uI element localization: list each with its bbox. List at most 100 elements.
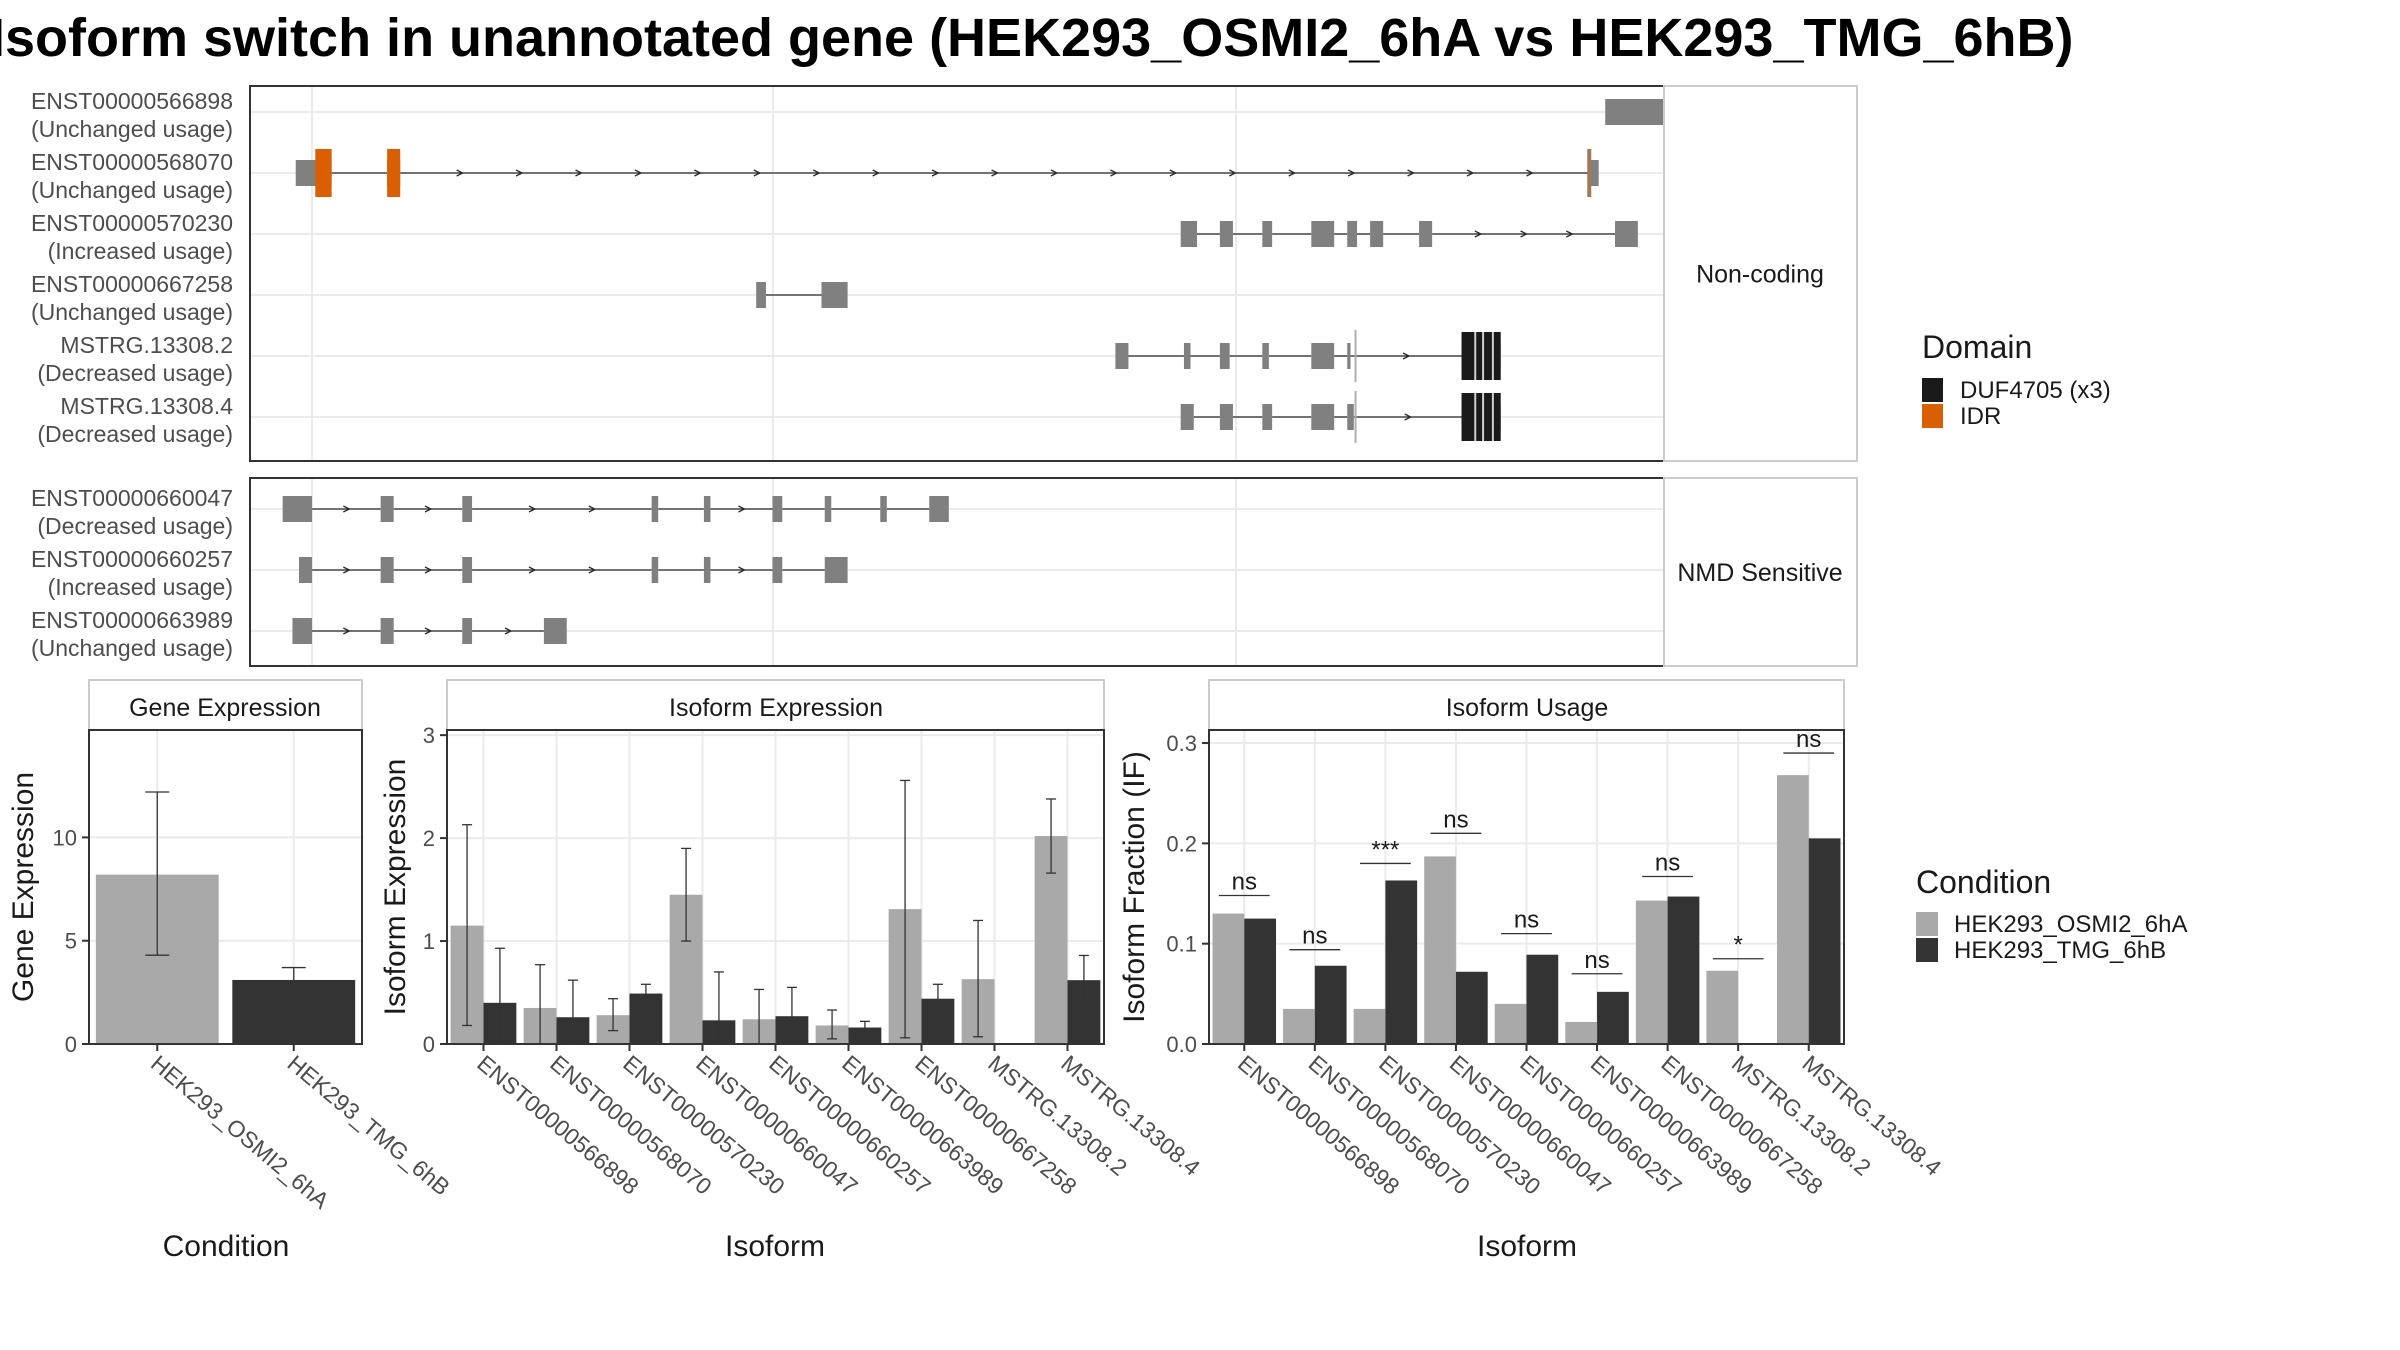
exon-block xyxy=(1180,404,1194,430)
transcript-panel-bg xyxy=(250,478,1664,666)
exon-block xyxy=(282,496,313,522)
transcript-usage-label: (Increased usage) xyxy=(48,238,233,264)
condition-legend-title: Condition xyxy=(1916,864,2051,900)
exon-block xyxy=(380,496,394,522)
exon-block xyxy=(824,496,832,522)
condition-legend-swatch xyxy=(1916,912,1938,936)
x-axis-title: Isoform xyxy=(1477,1230,1577,1263)
bar xyxy=(1776,775,1809,1044)
bar xyxy=(1353,1008,1386,1044)
exon-block xyxy=(1370,221,1384,247)
transcript-id-label: MSTRG.13308.4 xyxy=(60,393,233,419)
intron-direction-arrow xyxy=(1520,230,1529,238)
exon-block xyxy=(1183,343,1191,369)
domain-duf4705 xyxy=(1461,393,1501,441)
significance-label: ns xyxy=(1232,869,1257,896)
chart-strip xyxy=(1208,679,1845,731)
exon-block xyxy=(462,618,473,644)
chart-strip xyxy=(88,679,363,731)
intron-direction-arrow xyxy=(1402,352,1411,360)
transcript-id-label: ENST00000566898 xyxy=(31,88,233,114)
exon-block xyxy=(756,282,766,308)
y-axis-title: Isoform Fraction (IF) xyxy=(1118,751,1151,1023)
exon-block xyxy=(1311,343,1335,369)
intron-direction-arrow xyxy=(343,627,351,635)
exon-block xyxy=(1262,404,1273,430)
exon-block xyxy=(1219,221,1233,247)
exon-block xyxy=(772,496,783,522)
y-tick-label: 2 xyxy=(423,826,435,851)
exon-block xyxy=(1419,221,1433,247)
intron-direction-arrow xyxy=(1566,230,1574,238)
intron-direction-arrow xyxy=(343,566,351,574)
exon-block xyxy=(772,557,783,583)
intron-direction-arrow xyxy=(1169,169,1178,177)
bar xyxy=(1283,1008,1315,1044)
exon-block xyxy=(1180,221,1198,247)
exon-block xyxy=(821,282,848,308)
intron-direction-arrow xyxy=(424,566,433,574)
significance-label: *** xyxy=(1371,836,1399,863)
intron-direction-arrow xyxy=(504,627,513,635)
exon-block xyxy=(298,557,313,583)
domain-legend-title: Domain xyxy=(1922,329,2032,365)
chart-strip xyxy=(446,679,1105,731)
intron-direction-arrow xyxy=(738,566,746,574)
intron-direction-arrow xyxy=(456,169,465,177)
domain-legend-swatch xyxy=(1922,378,1943,402)
intron-direction-arrow xyxy=(812,169,821,177)
exon-block xyxy=(543,618,567,644)
significance-label: * xyxy=(1733,932,1742,959)
intron-direction-arrow xyxy=(1288,169,1297,177)
intron-direction-arrow xyxy=(1050,169,1059,177)
bar xyxy=(1424,856,1456,1044)
transcript-usage-label: (Decreased usage) xyxy=(37,513,233,539)
plot-layer: ENST00000566898(Unchanged usage)ENST0000… xyxy=(7,85,2187,1263)
transcript-id-label: ENST00000570230 xyxy=(31,210,233,236)
exon-block xyxy=(1115,343,1129,369)
significance-label: ns xyxy=(1584,947,1609,974)
bar xyxy=(1808,838,1841,1044)
panel-strip-label: Non-coding xyxy=(1696,261,1824,289)
exon-block xyxy=(703,557,711,583)
exon-block xyxy=(651,557,659,583)
significance-label: ns xyxy=(1302,923,1327,950)
domain-legend-label: IDR xyxy=(1960,403,2001,430)
intron-direction-arrow xyxy=(343,505,351,513)
intron-direction-arrow xyxy=(528,505,537,513)
significance-label: ns xyxy=(1655,849,1680,876)
transcript-id-label: ENST00000660047 xyxy=(31,485,233,511)
exon-block xyxy=(1347,343,1351,369)
x-axis-title: Condition xyxy=(163,1230,290,1263)
exon-block xyxy=(824,557,848,583)
significance-label: ns xyxy=(1514,907,1539,934)
intron-direction-arrow xyxy=(588,505,597,513)
transcript-usage-label: (Unchanged usage) xyxy=(31,299,233,325)
bar xyxy=(1706,970,1739,1044)
y-axis-title: Gene Expression xyxy=(7,772,40,1002)
y-tick-label: 5 xyxy=(65,929,77,954)
intron-direction-arrow xyxy=(1228,169,1237,177)
exon-block xyxy=(651,496,659,522)
bar xyxy=(1526,954,1559,1044)
condition-legend-label: HEK293_OSMI2_6hA xyxy=(1954,911,2187,938)
bar xyxy=(1314,965,1347,1044)
intron-direction-arrow xyxy=(515,169,524,177)
intron-direction-arrow xyxy=(1466,169,1475,177)
y-tick-label: 0.1 xyxy=(1166,932,1197,957)
transcript-id-label: ENST00000568070 xyxy=(31,149,233,175)
y-tick-label: 0.3 xyxy=(1166,731,1197,756)
panel-strip-label: NMD Sensitive xyxy=(1677,559,1842,587)
x-axis-title: Isoform xyxy=(725,1230,825,1263)
transcript-usage-label: (Unchanged usage) xyxy=(31,116,233,142)
intron-direction-arrow xyxy=(575,169,583,177)
intron-direction-arrow xyxy=(872,169,881,177)
transcript-usage-label: (Decreased usage) xyxy=(37,360,233,386)
intron-direction-arrow xyxy=(528,566,537,574)
transcript-usage-label: (Increased usage) xyxy=(48,574,233,600)
intron-direction-arrow xyxy=(424,505,433,513)
exon-block xyxy=(462,496,473,522)
intron-direction-arrow xyxy=(1347,169,1356,177)
